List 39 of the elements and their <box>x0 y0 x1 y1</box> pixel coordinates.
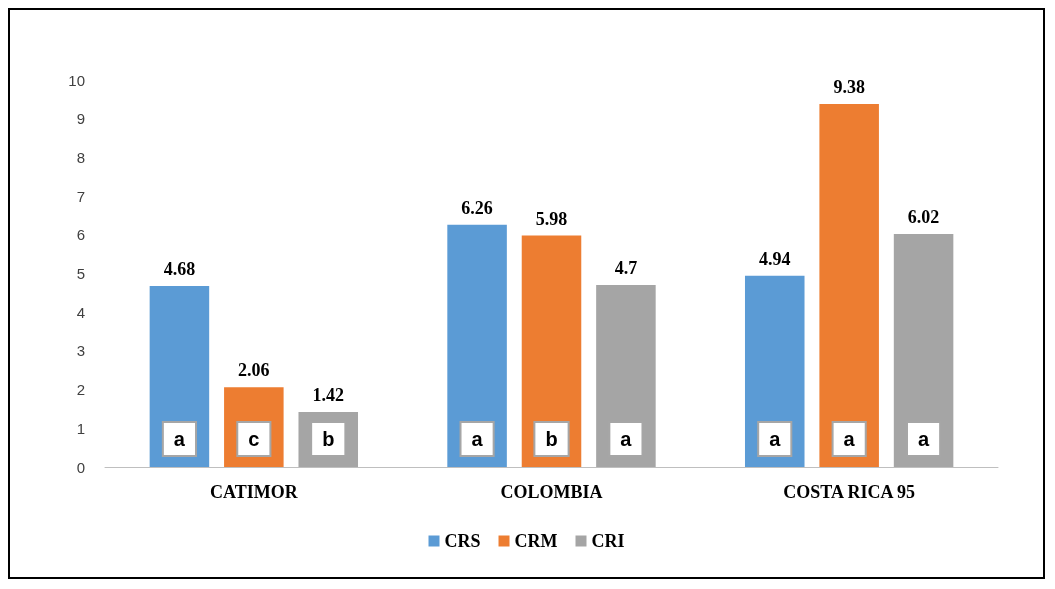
y-tick-label: 1 <box>76 419 85 437</box>
annotation: a <box>918 428 931 450</box>
annotation: b <box>545 428 558 450</box>
data-label: 4.7 <box>614 258 638 279</box>
y-tick-label: 0 <box>76 458 85 476</box>
annotation: c <box>248 428 260 450</box>
x-tick-label: COLOMBIA <box>500 482 603 502</box>
data-label: 6.26 <box>461 197 493 218</box>
data-label: 1.42 <box>312 385 344 406</box>
annotation: b <box>322 428 335 450</box>
annotation: a <box>769 428 782 450</box>
annotation: a <box>620 428 633 450</box>
data-label: 5.98 <box>535 208 568 229</box>
x-tick-label: COSTA RICA 95 <box>783 482 916 502</box>
bar <box>819 103 879 467</box>
y-tick-label: 7 <box>76 187 85 205</box>
annotation: a <box>843 428 856 450</box>
data-label: 9.38 <box>833 76 865 97</box>
x-tick-label: CATIMOR <box>210 482 299 502</box>
bar <box>521 235 582 467</box>
annotation: a <box>471 428 484 450</box>
y-tick-label: 8 <box>76 148 85 166</box>
y-tick-label: 4 <box>76 303 85 321</box>
y-tick-label: 3 <box>76 342 85 360</box>
legend-label: CRS <box>444 531 481 551</box>
y-tick-label: 9 <box>76 110 85 128</box>
y-tick-label: 10 <box>68 71 85 89</box>
y-tick-label: 5 <box>76 265 85 282</box>
legend-label: CRI <box>591 531 625 551</box>
bar <box>447 224 507 467</box>
data-label: 6.02 <box>907 207 940 228</box>
y-tick-label: 6 <box>76 226 85 244</box>
data-label: 2.06 <box>238 360 270 381</box>
bar <box>893 234 954 467</box>
legend-label: CRM <box>514 531 558 551</box>
annotation: a <box>173 428 186 450</box>
data-label: 4.68 <box>163 258 196 279</box>
data-label: 4.94 <box>759 248 791 269</box>
y-tick-label: 2 <box>76 381 85 399</box>
